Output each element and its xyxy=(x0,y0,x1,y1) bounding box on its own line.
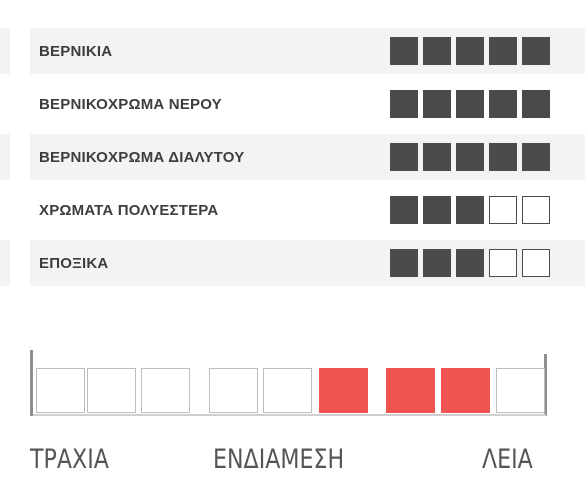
edge-stub-2 xyxy=(0,134,10,180)
rating-square-filled xyxy=(423,37,451,65)
rating-squares xyxy=(390,196,555,224)
rating-square-filled xyxy=(390,249,418,277)
rating-square-filled xyxy=(489,143,517,171)
rating-square-filled xyxy=(423,249,451,277)
rating-square-filled xyxy=(522,143,550,171)
scale-left-label: ΤΡΑΧΙΑ xyxy=(30,444,109,475)
row-label: ΒΕΡΝΙΚΟΧΡΩΜΑ ΔΙΑΛΥΤΟΥ xyxy=(39,148,245,166)
row-label: ΒΕΡΝΙΚΙΑ xyxy=(39,42,113,60)
rating-square-empty xyxy=(489,196,517,224)
row-label: ΒΕΡΝΙΚΟΧΡΩΜΑ ΝΕΡΟΥ xyxy=(39,95,222,113)
rating-square-empty xyxy=(522,249,550,277)
rating-square-filled xyxy=(456,90,484,118)
rating-square-filled xyxy=(522,37,550,65)
suitability-row: ΕΠΟΞΙΚΑ xyxy=(30,240,585,286)
rating-square-filled xyxy=(423,143,451,171)
rating-square-filled xyxy=(390,196,418,224)
row-label: ΧΡΩΜΑΤΑ ΠΟΛΥΕΣΤΕΡΑ xyxy=(39,201,219,219)
scale-box-active xyxy=(319,368,368,413)
rating-squares xyxy=(390,143,555,171)
rating-square-filled xyxy=(390,37,418,65)
scale-right-label: ΛΕΙΑ xyxy=(482,444,533,475)
edge-stub-1 xyxy=(0,28,10,74)
scale-box xyxy=(36,368,85,413)
scale-box xyxy=(87,368,136,413)
rating-squares xyxy=(390,249,555,277)
rating-squares xyxy=(390,90,555,118)
scale-right-tick xyxy=(544,354,547,416)
scale-box xyxy=(263,368,312,413)
rating-square-filled xyxy=(489,90,517,118)
smoothness-scale: ΤΡΑΧΙΑ ΕΝΔΙΑΜΕΣΗ ΛΕΙΑ xyxy=(0,340,585,490)
scale-box xyxy=(496,368,545,413)
rating-square-filled xyxy=(423,90,451,118)
scale-middle-label: ΕΝΔΙΑΜΕΣΗ xyxy=(213,444,345,475)
rating-square-filled xyxy=(522,90,550,118)
scale-left-tick xyxy=(30,350,33,416)
scale-box-active xyxy=(386,368,435,413)
rating-squares xyxy=(390,37,555,65)
suitability-row: ΒΕΡΝΙΚΙΑ xyxy=(30,28,585,74)
rating-square-filled xyxy=(423,196,451,224)
rating-square-filled xyxy=(456,37,484,65)
rating-square-filled xyxy=(456,196,484,224)
suitability-row: ΒΕΡΝΙΚΟΧΡΩΜΑ ΝΕΡΟΥ xyxy=(30,81,585,127)
suitability-row: ΧΡΩΜΑΤΑ ΠΟΛΥΕΣΤΕΡΑ xyxy=(30,187,585,233)
rating-square-filled xyxy=(390,90,418,118)
rating-square-empty xyxy=(522,196,550,224)
scale-baseline xyxy=(33,414,546,416)
rating-square-filled xyxy=(456,249,484,277)
scale-box-active xyxy=(441,368,490,413)
row-label: ΕΠΟΞΙΚΑ xyxy=(39,254,109,272)
rating-square-filled xyxy=(390,143,418,171)
rating-square-empty xyxy=(489,249,517,277)
suitability-row: ΒΕΡΝΙΚΟΧΡΩΜΑ ΔΙΑΛΥΤΟΥ xyxy=(30,134,585,180)
scale-box xyxy=(141,368,190,413)
scale-box xyxy=(209,368,258,413)
edge-stub-3 xyxy=(0,240,10,286)
rating-square-filled xyxy=(489,37,517,65)
rating-square-filled xyxy=(456,143,484,171)
